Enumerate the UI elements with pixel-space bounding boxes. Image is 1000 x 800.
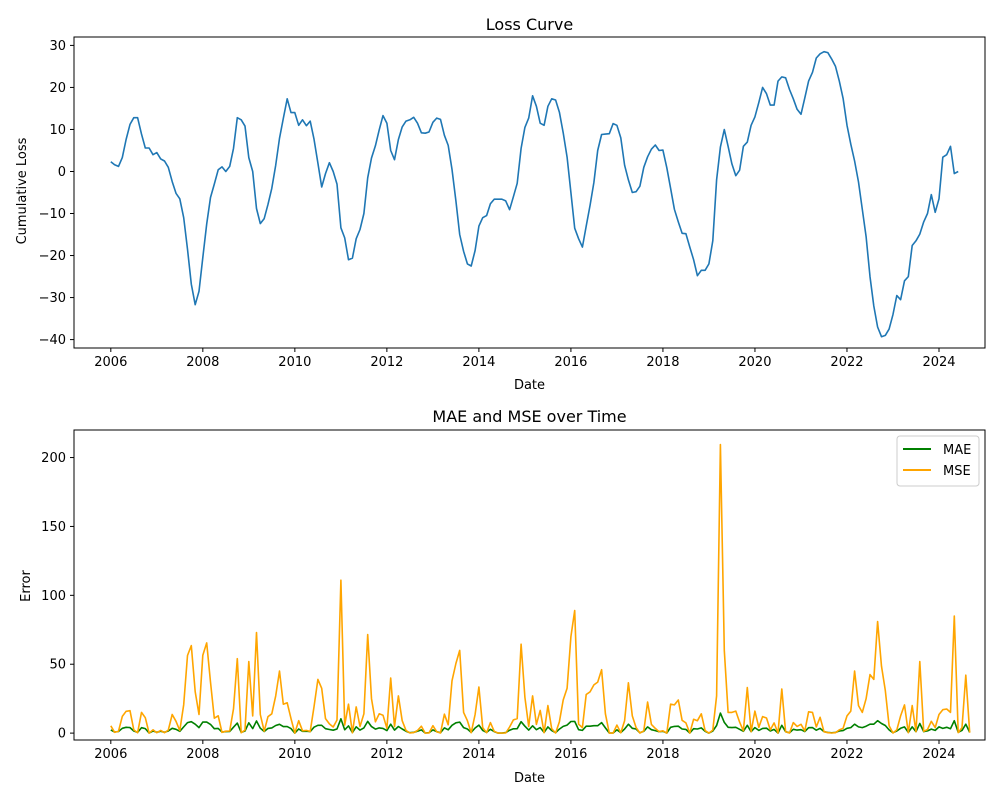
x-tick-label: 2016: [554, 355, 587, 370]
x-tick-label: 2024: [922, 355, 955, 370]
x-axis-ticks: 2006 2008 2010 2012 2014 2016 2018 2020 2022 2024: [94, 740, 956, 762]
y-tick-label: −10: [39, 207, 66, 222]
x-tick-label: 2022: [830, 747, 863, 762]
y-axis-ticks: −40 −30 −20 −10 0 10 20 30: [39, 39, 74, 348]
x-tick-label: 2016: [554, 747, 587, 762]
loss-curve-axes: Loss Curve Date Cumulative Loss 2006 2008…: [15, 15, 986, 393]
x-tick-label: 2024: [922, 747, 955, 762]
x-tick-label: 2018: [646, 747, 679, 762]
x-tick-label: 2014: [462, 355, 495, 370]
y-tick-label: 50: [49, 658, 66, 673]
x-tick-label: 2014: [462, 747, 495, 762]
plot-area: [110, 443, 971, 734]
axes-frame: [73, 429, 986, 741]
x-tick-label: 2022: [830, 355, 863, 370]
plot-area: [110, 50, 959, 338]
x-axis-label: Date: [514, 771, 545, 786]
legend-label-mse: MSE: [943, 464, 971, 479]
y-tick-label: 100: [41, 589, 66, 604]
y-tick-label: 0: [58, 165, 66, 180]
chart-title: MAE and MSE over Time: [432, 407, 626, 426]
x-tick-label: 2006: [94, 355, 127, 370]
x-tick-label: 2012: [370, 747, 403, 762]
x-axis-label: Date: [514, 378, 545, 393]
x-tick-label: 2006: [94, 747, 127, 762]
chart-title: Loss Curve: [486, 15, 573, 34]
y-tick-label: 20: [49, 81, 66, 96]
x-tick-label: 2008: [186, 355, 219, 370]
y-tick-label: 200: [41, 451, 66, 466]
series-line-cumulative-loss: [110, 50, 959, 338]
x-tick-label: 2010: [278, 747, 311, 762]
y-tick-label: 10: [49, 123, 66, 138]
y-tick-label: 150: [41, 520, 66, 535]
y-axis-ticks: 0 50 100 150 200: [41, 451, 74, 742]
axes-frame: [73, 36, 986, 349]
series-line-mse: [110, 443, 971, 734]
legend-label-mae: MAE: [943, 443, 971, 458]
x-tick-label: 2008: [186, 747, 219, 762]
y-tick-label: −40: [39, 333, 66, 348]
x-tick-label: 2020: [738, 747, 771, 762]
y-tick-label: −20: [39, 249, 66, 264]
x-tick-label: 2010: [278, 355, 311, 370]
x-tick-label: 2020: [738, 355, 771, 370]
x-axis-ticks: 2006 2008 2010 2012 2014 2016 2018 2020 2022 2024: [94, 348, 956, 370]
legend: MAE MSE: [896, 435, 980, 487]
y-tick-label: 30: [49, 39, 66, 54]
error-axes: MAE and MSE over Time Date Error 2006 200…: [19, 407, 986, 786]
y-axis-label: Cumulative Loss: [15, 137, 30, 244]
x-tick-label: 2012: [370, 355, 403, 370]
x-tick-label: 2018: [646, 355, 679, 370]
y-axis-label: Error: [19, 570, 34, 602]
y-tick-label: 0: [58, 727, 66, 742]
y-tick-label: −30: [39, 291, 66, 306]
